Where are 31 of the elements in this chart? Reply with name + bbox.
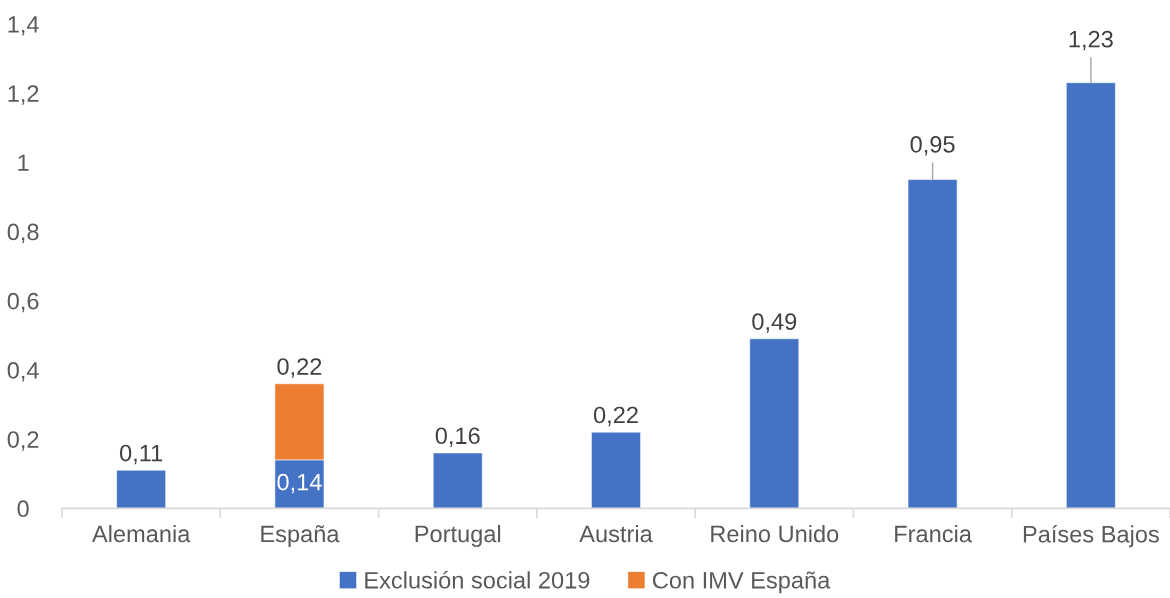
legend-label: Exclusión social 2019: [365, 570, 590, 589]
x-tick-label: Portugal: [415, 524, 501, 547]
bar: [907, 179, 958, 509]
x-tick-label: Alemania: [91, 524, 191, 543]
bar: [116, 469, 166, 509]
y-tick-label: 0,8: [7, 223, 39, 244]
bar: [1066, 82, 1116, 509]
bar: [591, 431, 641, 509]
bar: [432, 452, 483, 509]
data-label: 0,49: [752, 313, 797, 333]
data-label: 0,22: [593, 406, 638, 427]
x-tick-label: Austria: [579, 524, 653, 543]
data-label: 0,95: [910, 136, 955, 156]
y-tick-label: 0,2: [7, 431, 39, 451]
data-label: 0,22: [277, 358, 322, 378]
x-tick-label: Países Bajos: [1023, 524, 1159, 548]
data-label: 0,11: [119, 444, 163, 465]
x-tick-label: Francia: [895, 524, 972, 543]
data-label: 0,16: [435, 427, 480, 447]
y-tick-label: 0: [17, 500, 29, 518]
data-label: 1,23: [1069, 30, 1113, 51]
data-label: 0,14: [277, 473, 322, 494]
y-tick-label: 0,4: [7, 361, 39, 382]
y-tick-label: 1,4: [8, 16, 39, 36]
y-tick-label: 1,2: [8, 85, 39, 105]
legend-label: Con IMV España: [652, 571, 831, 594]
x-tick-label: Reino Unido: [711, 524, 839, 543]
y-tick-label: 0,6: [7, 292, 39, 313]
y-tick-label: 1: [18, 154, 29, 171]
x-tick-label: España: [261, 525, 340, 547]
bar: [749, 338, 800, 509]
